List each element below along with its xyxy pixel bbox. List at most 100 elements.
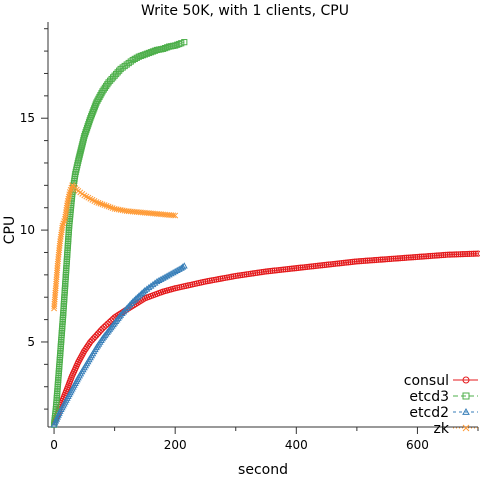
series-consul-marker: [295, 264, 302, 271]
series-consul-marker: [448, 251, 456, 258]
series-consul-marker: [90, 335, 97, 342]
y-tick-label: 10: [20, 223, 35, 237]
series-consul-marker: [422, 253, 430, 260]
series-consul-marker: [433, 252, 441, 259]
series-etcd3-marker: [77, 147, 84, 154]
x-tick-label: 600: [406, 438, 429, 452]
series-consul-marker: [459, 251, 466, 258]
series-etcd2: [50, 262, 188, 428]
series-etcd3-marker: [88, 111, 96, 118]
series-consul-marker: [91, 333, 99, 341]
series-consul-marker: [278, 266, 285, 273]
series-consul-marker: [232, 272, 239, 280]
series-zk-marker: [64, 198, 71, 204]
series-zk-marker: [65, 195, 72, 202]
series-etcd2-marker: [121, 306, 129, 313]
series-etcd3-marker: [85, 119, 93, 126]
series-etcd2-marker: [143, 285, 151, 292]
series-consul-marker: [239, 271, 246, 279]
series-consul-marker: [405, 254, 412, 261]
series-consul-marker: [446, 251, 453, 258]
series-consul-marker: [282, 266, 289, 273]
series-consul-marker: [388, 255, 395, 262]
series-consul-marker: [360, 257, 367, 265]
series-consul-marker: [390, 255, 397, 262]
series-etcd3-marker: [75, 157, 82, 164]
legend-item-etcd3: etcd3: [409, 389, 478, 405]
legend-label: etcd2: [409, 405, 449, 421]
series-consul-marker: [88, 337, 96, 344]
series-consul-marker: [379, 256, 386, 263]
series-consul-marker: [301, 264, 309, 271]
series-etcd3-marker: [116, 67, 123, 74]
series-consul-marker: [468, 250, 475, 257]
series-consul-marker: [362, 257, 369, 264]
series-etcd2-marker: [123, 304, 131, 311]
series-consul-marker: [93, 332, 100, 339]
series-etcd3-marker: [79, 141, 86, 148]
series-consul-marker: [291, 265, 298, 272]
series-consul-marker: [399, 254, 406, 262]
series-consul-marker: [431, 252, 438, 259]
series-consul-marker: [314, 262, 322, 269]
series-consul-marker: [269, 267, 276, 274]
series-consul-marker: [310, 263, 317, 270]
series-etcd2-marker: [139, 288, 147, 295]
series-consul-marker: [407, 254, 415, 261]
series-etcd3-marker: [80, 137, 87, 144]
series-consul-marker: [104, 320, 111, 327]
series-etcd3-marker: [172, 42, 179, 49]
series-etcd3-marker: [159, 45, 167, 52]
series-consul-marker: [97, 327, 105, 334]
series-consul-marker: [317, 262, 324, 269]
series-consul-marker: [397, 255, 404, 262]
series-consul-marker: [321, 261, 328, 269]
series-consul-marker: [342, 259, 350, 266]
series-consul-marker: [327, 261, 335, 268]
series-consul-marker: [249, 270, 257, 277]
series-consul-marker: [256, 269, 263, 276]
series-consul-marker: [355, 258, 363, 265]
series-consul-marker: [457, 251, 464, 258]
series-consul-marker: [416, 253, 423, 260]
series-etcd3-marker: [137, 52, 144, 60]
series-etcd3-marker: [84, 123, 91, 130]
series-consul-marker: [260, 268, 267, 275]
series-consul-marker: [265, 268, 272, 275]
series-etcd2-marker: [149, 280, 157, 288]
series-consul-marker: [371, 257, 378, 264]
x-axis-label: second: [238, 462, 288, 478]
series-consul-marker: [308, 263, 315, 270]
series-consul-marker: [254, 269, 261, 276]
legend-marker-swatch: [462, 376, 470, 384]
series-etcd2-marker: [145, 283, 153, 291]
series-etcd2-marker: [120, 308, 128, 315]
series-consul-marker: [366, 257, 373, 264]
series-etcd3-marker: [82, 129, 89, 136]
series-etcd3-marker: [161, 45, 169, 52]
series-etcd3-marker: [91, 103, 99, 110]
series-consul-marker: [455, 251, 462, 258]
series-consul-marker: [288, 265, 296, 272]
series-consul-marker: [472, 250, 479, 257]
series-consul-marker: [262, 268, 270, 275]
legend-item-etcd2: etcd2: [409, 405, 478, 421]
x-axis-ticks: 0 200 400 600: [50, 427, 479, 452]
series-consul-marker: [234, 272, 242, 279]
series-zk-marker: [172, 212, 179, 219]
series-etcd3-marker: [81, 131, 89, 138]
series-consul-marker: [377, 256, 384, 263]
series-etcd3-marker: [151, 47, 159, 54]
series-consul-marker: [381, 256, 389, 263]
series-consul-marker: [338, 259, 345, 267]
series-consul-marker: [466, 250, 473, 258]
series-etcd2-marker: [126, 301, 134, 308]
y-tick-label: 5: [27, 335, 35, 349]
series-consul-marker: [325, 261, 332, 268]
legend-item-consul: consul: [404, 373, 478, 389]
series-consul-marker: [464, 250, 471, 258]
series-etcd2-marker: [147, 282, 155, 289]
series-etcd3-marker: [149, 48, 157, 55]
